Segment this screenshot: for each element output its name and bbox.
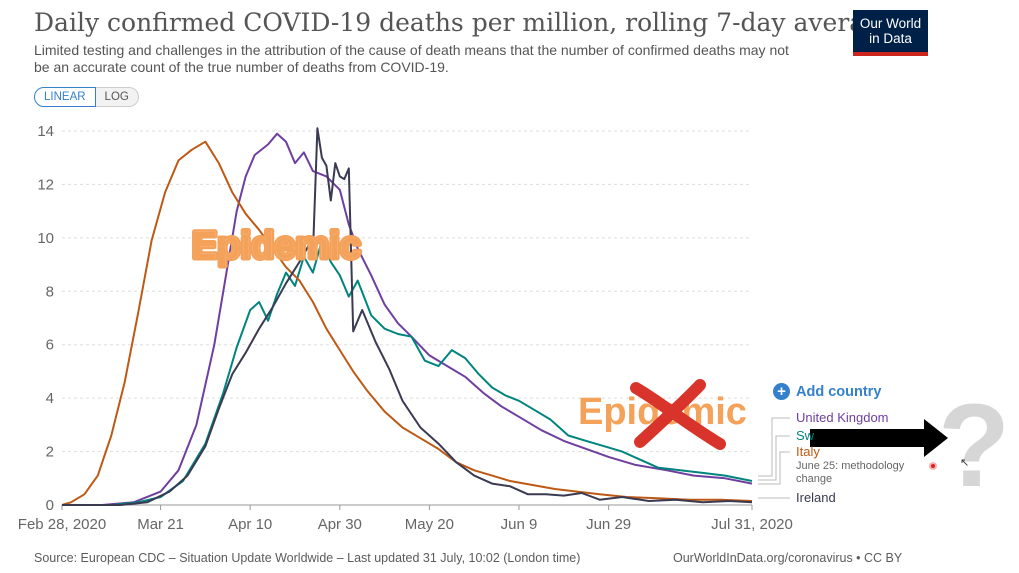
series-line-united-kingdom[interactable] [62, 132, 753, 506]
question-mark-icon: ? [938, 380, 1010, 512]
red-dot [931, 464, 935, 468]
chart-subtitle: Limited testing and challenges in the at… [34, 42, 789, 75]
log-scale-button[interactable]: LOG [95, 87, 139, 107]
series-line-italy[interactable] [61, 140, 753, 506]
y-tick-label: 14 [37, 123, 54, 140]
methodology-annotation: June 25: methodology change [796, 460, 905, 485]
footer-source: Source: European CDC – Situation Update … [34, 551, 581, 565]
y-tick-label: 2 [46, 444, 54, 461]
x-tick-label: Jun 9 [501, 516, 538, 533]
logo-line-2: in Data [869, 31, 912, 46]
legend-connectors [758, 417, 790, 499]
add-country-label: Add country [796, 383, 882, 400]
legend-ireland[interactable]: Ireland [796, 490, 836, 505]
logo-line-1: Our World [859, 16, 922, 31]
legend-united-kingdom[interactable]: United Kingdom [796, 410, 889, 425]
epidemic-overlay-text: Epidemic [192, 225, 361, 267]
chart-title: Daily confirmed COVID-19 deaths per mill… [34, 8, 895, 37]
add-country-button[interactable]: + Add country [773, 383, 881, 400]
y-tick-label: 0 [46, 497, 54, 514]
linear-scale-button[interactable]: LINEAR [34, 87, 96, 107]
x-tick-label: Apr 10 [228, 516, 272, 533]
y-tick-label: 12 [37, 176, 54, 193]
series-line-ireland[interactable] [62, 127, 753, 506]
footer-url[interactable]: OurWorldInData.org/coronavirus • CC BY [673, 551, 903, 565]
x-tick-label: Mar 21 [137, 516, 184, 533]
black-arrow-icon [810, 419, 948, 457]
plus-circle-icon: + [773, 383, 790, 400]
x-tick-label: Jun 29 [586, 516, 631, 533]
y-tick-label: 4 [46, 390, 54, 407]
epidemic-overlay-text-outline: Epidemic [192, 225, 361, 267]
series-line-sweden[interactable] [62, 239, 753, 506]
legend-italy[interactable]: Italy [796, 444, 820, 459]
y-tick-label: 8 [46, 283, 54, 300]
owid-logo[interactable]: Our World in Data [853, 10, 928, 56]
x-tick-label: Jul 31, 2020 [711, 516, 793, 533]
mouse-cursor-icon: ↖ [960, 457, 970, 469]
x-tick-label: May 20 [405, 516, 454, 533]
y-tick-label: 6 [46, 337, 54, 354]
red-cross-mark [630, 379, 726, 450]
chart-area: 0 2 4 6 8 10 12 14 Feb 28, 2020 Mar 21 Apr 10 Apr 3… [18, 123, 1010, 533]
scale-toggle: LINEAR LOG [34, 87, 139, 107]
x-tick-label: Feb 28, 2020 [18, 516, 106, 533]
y-tick-label: 10 [37, 230, 54, 247]
x-tick-label: Apr 30 [318, 516, 362, 533]
legend-sweden-partial[interactable]: Sw [796, 428, 815, 443]
